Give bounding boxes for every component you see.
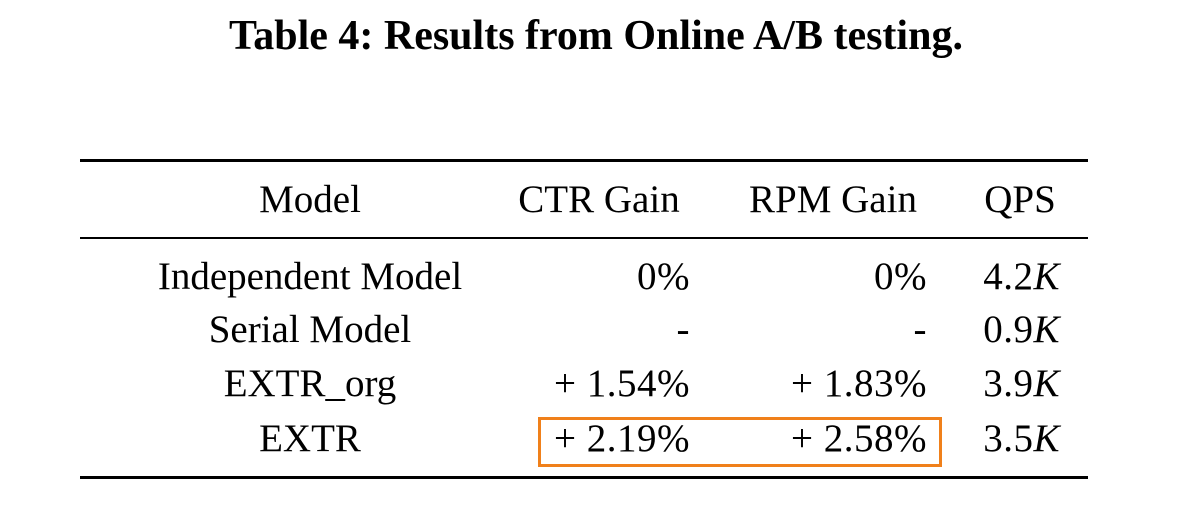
cell-ctr-gain: - — [676, 308, 690, 351]
qps-unit: K — [1033, 417, 1060, 460]
cell-rpm-gain: + 2.58% — [791, 417, 927, 460]
header-rpm-gain: RPM Gain — [749, 178, 917, 221]
qps-unit: K — [1033, 255, 1060, 298]
table-caption: Table 4: Results from Online A/B testing… — [229, 13, 963, 59]
header-rule — [80, 237, 1088, 239]
top-rule — [80, 159, 1088, 162]
cell-qps: 3.9K — [972, 361, 1060, 407]
cell-model: Serial Model — [208, 308, 412, 351]
cell-qps: 3.5K — [972, 416, 1060, 462]
cell-ctr-gain: 0% — [637, 255, 690, 298]
header-ctr-gain: CTR Gain — [518, 178, 680, 221]
header-qps: QPS — [984, 178, 1056, 221]
qps-value: 0.9 — [983, 308, 1034, 351]
cell-rpm-gain: + 1.83% — [791, 362, 927, 405]
qps-unit: K — [1033, 362, 1060, 405]
cell-qps: 0.9K — [972, 307, 1060, 353]
cell-model: EXTR — [259, 417, 361, 460]
bottom-rule — [80, 476, 1088, 479]
cell-ctr-gain: + 1.54% — [554, 362, 690, 405]
cell-qps: 4.2K — [972, 254, 1060, 300]
header-model: Model — [259, 178, 361, 221]
cell-rpm-gain: 0% — [874, 255, 927, 298]
highlight-box — [538, 417, 942, 467]
qps-value: 3.9 — [983, 362, 1034, 405]
cell-model: EXTR_org — [223, 362, 397, 405]
cell-model: Independent Model — [157, 255, 463, 298]
cell-rpm-gain: - — [913, 308, 927, 351]
qps-unit: K — [1033, 308, 1060, 351]
qps-value: 4.2 — [983, 255, 1034, 298]
qps-value: 3.5 — [983, 417, 1034, 460]
cell-ctr-gain: + 2.19% — [554, 417, 690, 460]
